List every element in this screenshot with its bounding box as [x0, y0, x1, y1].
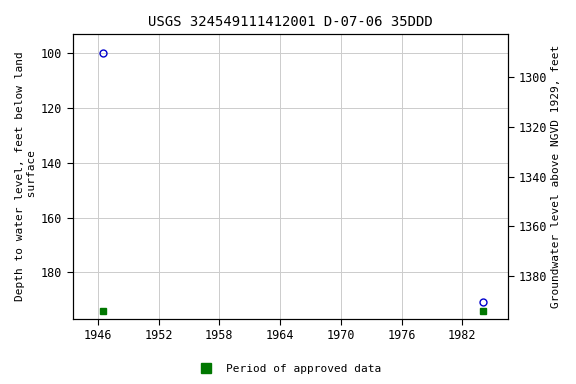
Y-axis label: Groundwater level above NGVD 1929, feet: Groundwater level above NGVD 1929, feet [551, 45, 561, 308]
Y-axis label: Depth to water level, feet below land
 surface: Depth to water level, feet below land su… [15, 51, 37, 301]
Legend: Period of approved data: Period of approved data [191, 359, 385, 379]
Title: USGS 324549111412001 D-07-06 35DDD: USGS 324549111412001 D-07-06 35DDD [148, 15, 433, 29]
